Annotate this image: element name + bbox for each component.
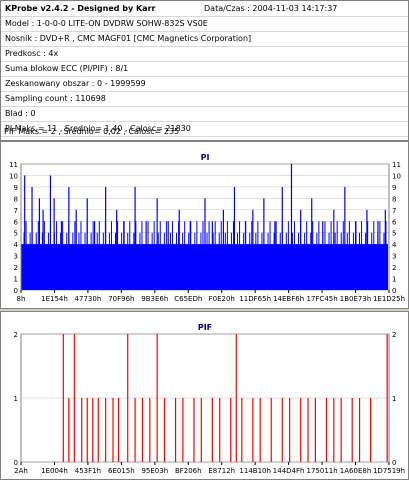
x-tick-label: BF206h: [175, 467, 202, 475]
info-line-pi-stats: PI Maks.= 11 , Srednio= 1,40 , Calosc= 2…: [1, 121, 408, 137]
y-tick-label-left: 7: [14, 207, 18, 215]
y-tick-label-right: 0: [392, 287, 396, 295]
y-tick-label-left: 5: [14, 230, 18, 238]
y-tick-label-right: 11: [392, 161, 401, 169]
y-tick-label-right: 2: [392, 264, 396, 272]
x-tick-label: F0E20h: [209, 295, 235, 303]
y-tick-label-left: 0: [14, 287, 18, 295]
y-tick-label-right: 1: [392, 395, 396, 403]
x-tick-label: 14EBF6h: [273, 295, 304, 303]
x-tick-label: 453F1h: [75, 467, 101, 475]
y-tick-label-right: 5: [392, 230, 396, 238]
y-tick-label-left: 3: [14, 253, 18, 261]
y-tick-label-left: 8: [14, 195, 18, 203]
y-tick-label-left: 9: [14, 184, 18, 192]
x-tick-label: C65EDh: [174, 295, 202, 303]
info-line-media: Nosnik : DVD+R , CMC MAGF01 [CMC Magneti…: [1, 31, 408, 47]
y-tick-label-left: 10: [9, 172, 18, 180]
y-tick-label-left: 0: [14, 459, 18, 467]
y-tick-label-right: 2: [392, 331, 396, 339]
x-tick-label: 1D7519h: [373, 467, 405, 475]
x-tick-label: 17FC45h: [307, 295, 338, 303]
x-tick-label: 1E1D25h: [373, 295, 405, 303]
info-line-sampling: Sampling count : 110698: [1, 91, 408, 107]
x-tick-label: 70F96h: [108, 295, 134, 303]
y-tick-label-left: 2: [14, 264, 18, 272]
y-tick-label-right: 8: [392, 195, 396, 203]
y-tick-label-left: 4: [14, 241, 19, 249]
y-tick-label-left: 1: [14, 276, 18, 284]
y-tick-label-left: 1: [14, 395, 18, 403]
x-tick-label: 1E004h: [41, 467, 68, 475]
x-tick-label: 1B0E73h: [340, 295, 371, 303]
y-tick-label-right: 0: [392, 459, 396, 467]
x-tick-label: 2Ah: [14, 467, 28, 475]
y-tick-label-right: 1: [392, 276, 396, 284]
x-tick-label: 1A60E8h: [340, 467, 371, 475]
y-tick-label-left: 11: [9, 161, 18, 169]
datetime-label: Data/Czas : 2004-11-03 14:17:37: [204, 4, 338, 13]
x-tick-label: 175011h: [307, 467, 338, 475]
x-tick-label: 144D4Fh: [273, 467, 305, 475]
x-tick-label: 95E03h: [141, 467, 168, 475]
info-line-error: Blad : 0: [1, 106, 408, 122]
x-tick-label: 47730h: [75, 295, 102, 303]
y-tick-label-right: 4: [392, 241, 397, 249]
y-tick-label-right: 6: [392, 218, 397, 226]
x-tick-label: 114B10h: [239, 467, 271, 475]
x-tick-label: 11DF65h: [239, 295, 271, 303]
app-title: KProbe v2.4.2 - Designed by Karr: [5, 4, 156, 13]
info-line-speed: Predkosc : 4x: [1, 46, 408, 62]
pi-chart-panel: PI 0 0 1 1 2 2 3 3 4 4 5 5 6 6 7 7 8 8 9 9 10 10 11 11 8h 1E154h 47…: [0, 141, 409, 309]
info-line-area: Zeskanowany obszar : 0 - 1999599: [1, 76, 408, 92]
y-tick-label-right: 7: [392, 207, 396, 215]
x-tick-label: 9B3E6h: [141, 295, 168, 303]
x-tick-label: 8h: [17, 295, 26, 303]
info-line-model: Model : 1-0-0-0 LITE-ON DVDRW SOHW-832S …: [1, 16, 408, 32]
chart-title: PI: [201, 153, 210, 162]
y-tick-label-right: 10: [392, 172, 401, 180]
y-tick-label-right: 9: [392, 184, 396, 192]
pif-stats-text: PIF Maks.= 2 , Srednio= 0,02 , Calosc= 2…: [4, 127, 180, 136]
y-tick-label-right: 3: [392, 253, 396, 261]
info-panel: KProbe v2.4.2 - Designed by Karr Data/Cz…: [0, 0, 409, 141]
header-row: KProbe v2.4.2 - Designed by Karr Data/Cz…: [1, 1, 408, 17]
x-tick-label: E8712h: [208, 467, 235, 475]
y-tick-label-left: 6: [14, 218, 19, 226]
y-tick-label-left: 2: [14, 331, 18, 339]
x-tick-label: 6E015h: [108, 467, 135, 475]
pif-chart-panel: PIF 0 0 1 1 2 2 2Ah 1E004h 453F1h 6E015h 95E03h BF20…: [0, 311, 409, 480]
pif-chart: PIF 0 0 1 1 2 2 2Ah 1E004h 453F1h 6E015h 95E03h BF20…: [14, 323, 406, 475]
chart-title: PIF: [198, 323, 212, 332]
x-tick-label: 1E154h: [41, 295, 68, 303]
info-line-ecc: Suma blokow ECC (PI/PIF) : 8/1: [1, 61, 408, 77]
